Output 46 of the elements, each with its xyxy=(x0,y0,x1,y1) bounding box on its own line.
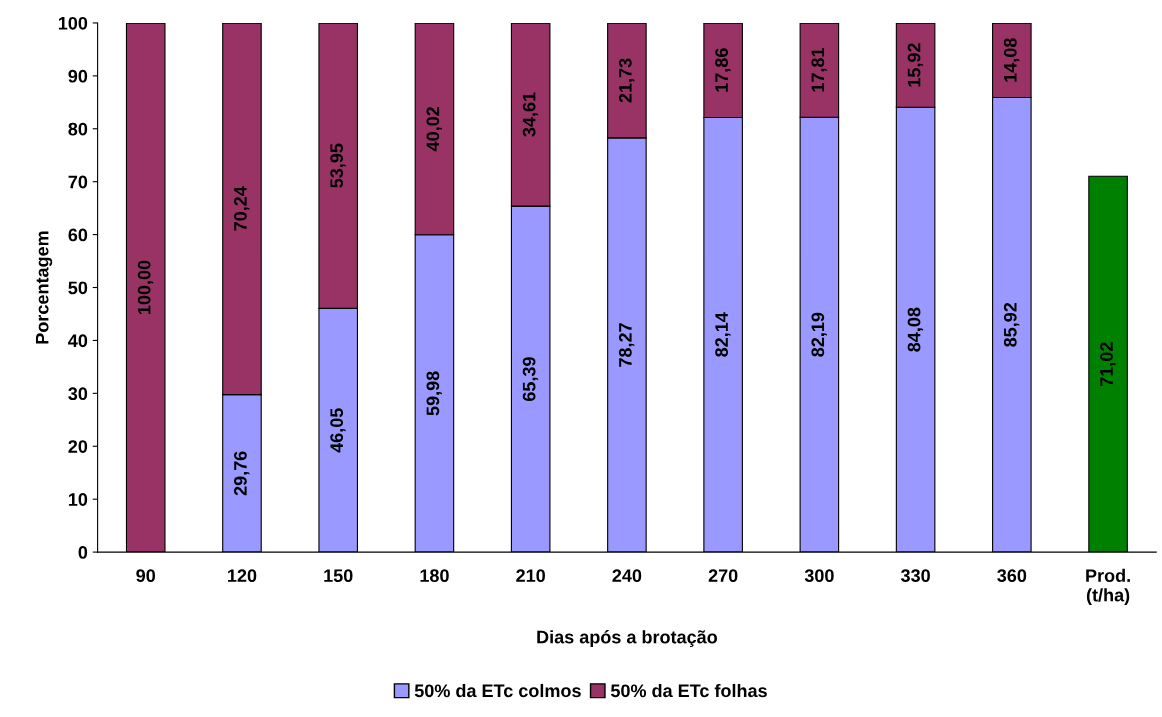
data-label: 85,92 xyxy=(1003,302,1020,347)
y-tick-label: 80 xyxy=(68,122,88,136)
y-tick-label: 20 xyxy=(68,440,88,453)
data-label: 53,95 xyxy=(330,143,346,188)
x-tick-label: 180 xyxy=(420,569,449,583)
data-label: 17,86 xyxy=(715,48,731,92)
y-tick-label: 0 xyxy=(78,546,88,559)
x-tick-label: 270 xyxy=(708,569,738,583)
x-tick-label: 300 xyxy=(804,569,834,583)
x-tick-label: 330 xyxy=(900,569,930,583)
legend-label: 50% da ETc folhas xyxy=(610,683,767,698)
y-tick-label: 10 xyxy=(68,493,88,506)
data-label: 82,14 xyxy=(715,312,731,357)
data-label: 65,39 xyxy=(522,357,539,402)
data-label: 34,61 xyxy=(522,92,539,137)
x-tick-label: Prod. (t/ha) xyxy=(1086,568,1130,606)
data-label: 59,98 xyxy=(426,371,442,416)
data-label: 29,76 xyxy=(234,451,250,496)
data-label: 70,24 xyxy=(234,186,250,231)
y-tick-label: 50 xyxy=(68,281,88,295)
x-tick-label: 360 xyxy=(997,569,1027,583)
y-tick-label: 100 xyxy=(58,16,88,30)
y-axis-title: Porcentagem xyxy=(35,231,53,344)
data-label: 84,08 xyxy=(907,307,924,352)
data-label: 100,00 xyxy=(137,260,154,314)
legend-label: 50% da ETc colmos xyxy=(414,683,581,698)
data-label: 46,05 xyxy=(330,408,346,453)
x-tick-label: 150 xyxy=(324,569,353,583)
data-label: 78,27 xyxy=(618,323,635,367)
x-tick-label: 240 xyxy=(612,569,642,583)
data-label: 71,02 xyxy=(1100,342,1116,386)
x-axis-title: Dias após a brotação xyxy=(537,630,718,648)
data-label: 15,92 xyxy=(907,43,924,87)
y-tick-label: 70 xyxy=(68,175,88,189)
x-tick-label: 210 xyxy=(516,569,545,583)
data-label: 21,73 xyxy=(618,58,635,103)
y-tick-label: 60 xyxy=(68,228,88,242)
y-tick-label: 90 xyxy=(68,69,88,83)
y-tick-label: 40 xyxy=(68,334,88,348)
data-label: 40,02 xyxy=(426,106,442,152)
data-label: 14,08 xyxy=(1003,38,1020,82)
y-tick-label: 30 xyxy=(68,387,88,401)
data-label: 82,19 xyxy=(811,312,827,357)
x-tick-label: 90 xyxy=(136,569,156,583)
x-tick-label: 120 xyxy=(228,569,257,583)
data-label: 17,81 xyxy=(811,47,827,92)
